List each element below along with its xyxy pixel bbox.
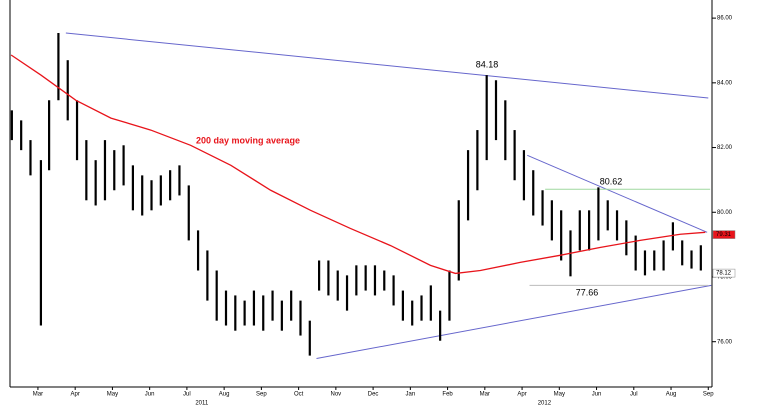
x-tick-label: Jul [183,392,191,398]
last-value-box [712,268,736,278]
trendline [65,32,709,99]
x-tick-label: Mar [33,392,43,398]
last-value-box [712,230,736,239]
moving-average [10,54,706,275]
trendline [316,284,712,360]
year-label: 2011 [195,401,209,407]
x-tick-label: Jul [630,392,638,398]
last-value-label: 79.31 [716,232,732,238]
y-tick-label: 82.00 [717,145,733,151]
x-tick-label: Sep [703,392,714,398]
annotation: 84.18 [476,59,499,69]
x-tick-label: Aug [666,392,677,398]
x-tick-label: Mar [480,392,490,398]
x-tick-label: Jun [145,392,155,398]
x-tick-label: May [554,392,565,398]
x-tick-label: Aug [219,392,230,398]
x-tick-label: Nov [331,392,342,398]
y-tick-label: 78.00 [717,275,733,281]
x-tick-label: Apr [517,392,526,398]
last-value-label: 78.12 [716,271,732,277]
trendline [527,154,708,233]
x-tick-label: May [107,392,118,398]
x-tick-label: Feb [442,392,453,398]
x-tick-label: Jun [592,392,602,398]
x-tick-label: Apr [71,392,80,398]
y-tick-label: 86.00 [717,16,733,22]
x-tick-label: Sep [256,392,267,398]
y-tick-label: 80.00 [717,210,733,216]
x-tick-label: Oct [294,392,304,398]
x-tick-label: Jan [406,392,416,398]
annotation: 80.62 [600,176,623,186]
year-label: 2012 [538,401,552,407]
ma-label: 200 day moving average [196,135,300,145]
y-tick-label: 76.00 [717,339,733,345]
annotation: 77.66 [576,287,599,297]
y-tick-label: 84.00 [717,80,733,86]
x-tick-label: Dec [368,392,379,398]
